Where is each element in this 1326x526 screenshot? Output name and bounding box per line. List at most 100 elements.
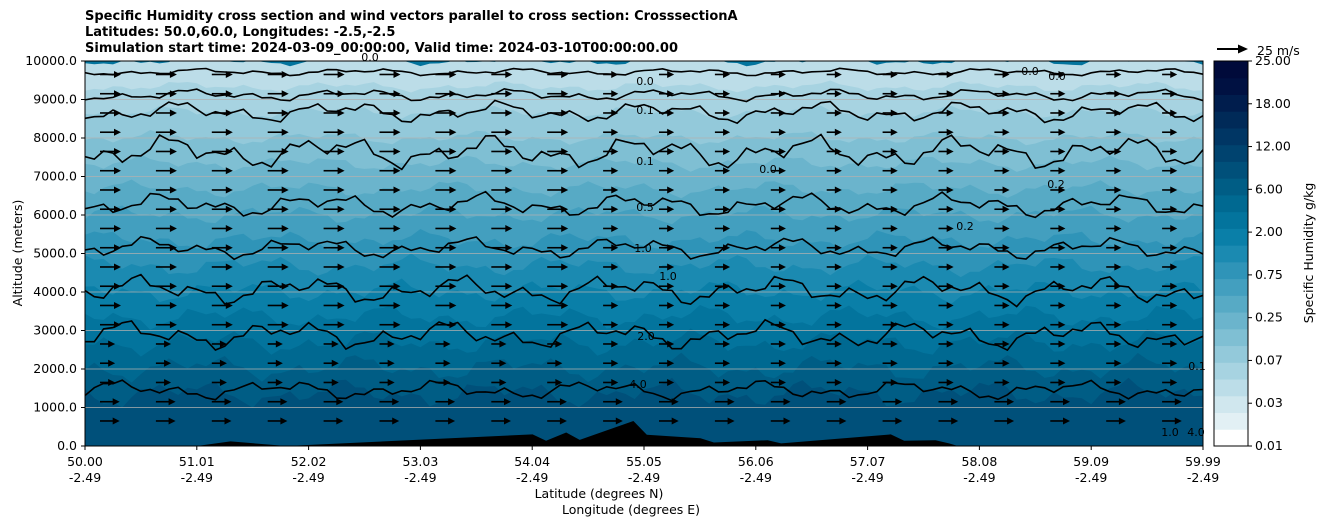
wind-vector-head: [890, 70, 898, 78]
wind-vector-head: [667, 186, 675, 194]
wind-vector-head: [169, 186, 177, 194]
wind-vector-head: [1170, 128, 1178, 136]
contour-label: 0.0: [636, 75, 654, 88]
colorbar-swatch: [1214, 127, 1248, 146]
wind-vector-head: [505, 90, 513, 98]
wind-vector-head: [331, 378, 339, 386]
contour-line: [85, 235, 1203, 261]
wind-vector-head: [1002, 147, 1010, 155]
wind-vector-head: [337, 282, 345, 290]
wind-vector-head: [778, 301, 786, 309]
wind-vector-head: [114, 186, 121, 194]
wind-vector-head: [281, 244, 289, 252]
wind-vector-head: [834, 263, 842, 271]
wind-vector-head: [1058, 282, 1066, 290]
wind-vector-head: [951, 417, 959, 425]
title-line-1: Specific Humidity cross section and wind…: [85, 9, 738, 24]
wind-vector-head: [611, 70, 619, 78]
wind-vector-head: [169, 128, 177, 136]
y-axis-ticks: 0.0 1000.0 2000.0 3000.0 4000.0 5000.0 6000.0 7…: [25, 53, 85, 453]
wind-vector-head: [559, 417, 567, 425]
wind-vector-head: [723, 167, 731, 175]
wind-vector-head: [337, 224, 345, 232]
title-line-3: Simulation start time: 2024-03-09_00:00:…: [85, 41, 678, 56]
wind-vector-head: [337, 205, 345, 213]
wind-vector-head: [114, 205, 121, 213]
wind-vector-head: [393, 70, 401, 78]
wind-vector-head: [611, 301, 619, 309]
colorbar-swatch: [1214, 295, 1248, 313]
wind-vector-head: [890, 263, 898, 271]
y-tick-label: 9000.0: [33, 92, 77, 107]
wind-vector-head: [168, 417, 176, 425]
wind-vector-head: [505, 321, 513, 329]
colorbar-swatch: [1214, 278, 1248, 296]
wind-vector-head: [219, 378, 227, 386]
wind-vector-head: [723, 224, 731, 232]
wind-vector-head: [1114, 224, 1122, 232]
wind-vector-head: [667, 90, 675, 98]
wind-vector-head: [561, 147, 569, 155]
wind-vector-head: [1007, 417, 1015, 425]
wind-vector-head: [1002, 321, 1010, 329]
wind-vector-head: [393, 147, 401, 155]
wind-vector-head: [778, 340, 786, 348]
wind-vector-head: [337, 167, 345, 175]
wind-vector-head: [834, 321, 842, 329]
wind-vector-head: [449, 321, 457, 329]
wind-vector-head: [667, 263, 675, 271]
wind-vector-head: [281, 321, 289, 329]
colorbar-tick-label: 0.25: [1255, 310, 1283, 325]
wind-vector-head: [890, 109, 898, 117]
wind-vector-head: [225, 128, 233, 136]
x-tick-label-lon: -2.49: [69, 470, 101, 485]
colorbar-tick-label: 25.00: [1255, 53, 1291, 68]
wind-vector-head: [561, 263, 569, 271]
colorbar-swatch: [1214, 328, 1248, 347]
wind-vector-head: [331, 340, 339, 348]
wind-vector-head: [393, 90, 401, 98]
wind-vector-head: [1114, 128, 1122, 136]
contour-label: 0.1: [1188, 360, 1206, 373]
x-tick-label-lon: -2.49: [851, 470, 883, 485]
contour-label: 0.2: [956, 220, 974, 233]
wind-vector-head: [1114, 301, 1122, 309]
wind-vectors: [100, 70, 1182, 425]
wind-vector-head: [1114, 263, 1122, 271]
contour-line: [85, 67, 1203, 77]
wind-vector-head: [225, 167, 233, 175]
wind-vector-head: [1114, 321, 1122, 329]
wind-vector-head: [890, 321, 898, 329]
wind-vector-head: [114, 301, 121, 309]
wind-vector-head: [393, 244, 401, 252]
wind-vector-head: [337, 263, 345, 271]
wind-vector-head: [561, 205, 569, 213]
wind-vector-head: [281, 70, 289, 78]
wind-vector-head: [611, 205, 619, 213]
wind-vector-head: [1002, 301, 1010, 309]
wind-vector-head: [839, 398, 847, 406]
colorbar-tick-label: 12.00: [1255, 139, 1291, 154]
x-tick-label-lat: 53.03: [403, 454, 439, 469]
wind-vector-head: [1002, 359, 1010, 367]
colorbar-tick-label: 2.00: [1255, 224, 1283, 239]
wind-vector-head: [281, 301, 289, 309]
wind-vector-head: [611, 282, 619, 290]
wind-vector-head: [890, 282, 898, 290]
wind-vector-head: [834, 244, 842, 252]
wind-vector-head: [169, 321, 177, 329]
contour-line: [85, 87, 1203, 103]
wind-vector-head: [1174, 417, 1182, 425]
wind-vector-head: [281, 205, 289, 213]
wind-vector-head: [281, 147, 289, 155]
wind-vector-head: [393, 186, 401, 194]
wind-vector-head: [393, 301, 401, 309]
wind-vector-head: [723, 321, 731, 329]
wind-vector-head: [499, 340, 507, 348]
wind-vector-head: [723, 282, 731, 290]
wind-vector-head: [169, 147, 177, 155]
wind-vector-head: [449, 263, 457, 271]
wind-vector-head: [1058, 109, 1066, 117]
wind-vector-head: [723, 147, 731, 155]
